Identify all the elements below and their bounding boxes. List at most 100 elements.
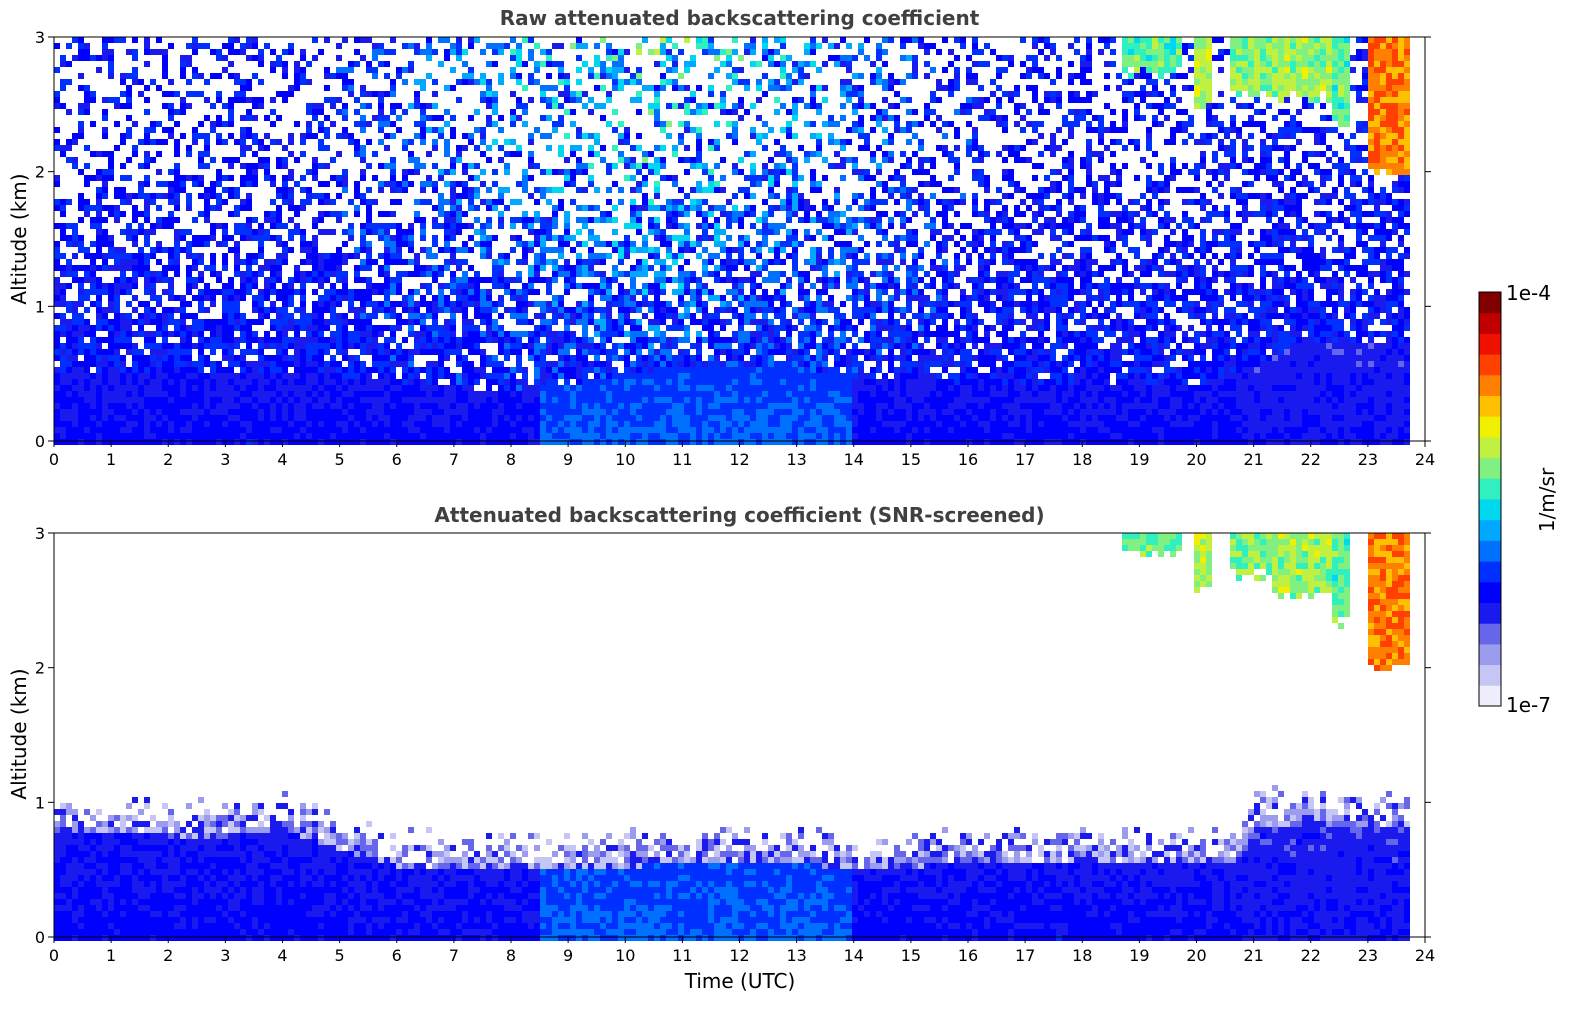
heatmap-cell xyxy=(66,199,72,205)
heatmap-cell xyxy=(714,271,720,277)
heatmap-cell xyxy=(564,79,570,85)
heatmap-cell xyxy=(294,205,300,211)
heatmap-cell xyxy=(678,349,684,355)
heatmap-cell xyxy=(696,235,702,241)
heatmap-cell xyxy=(450,331,456,337)
heatmap-cell xyxy=(486,43,492,49)
heatmap-cell xyxy=(696,277,702,283)
heatmap-cell xyxy=(204,187,210,193)
heatmap-cell xyxy=(576,145,582,151)
heatmap-cell xyxy=(624,289,630,295)
heatmap-cell xyxy=(174,385,180,391)
heatmap-cell xyxy=(564,271,570,277)
heatmap-cell xyxy=(594,151,600,157)
heatmap-cell xyxy=(168,331,174,337)
heatmap-cell xyxy=(126,223,132,229)
heatmap-cell xyxy=(456,373,462,379)
heatmap-cell xyxy=(72,55,78,61)
heatmap-cell xyxy=(432,181,438,187)
heatmap-cell xyxy=(252,379,258,385)
heatmap-cell xyxy=(312,307,318,313)
heatmap-cell xyxy=(522,295,528,301)
heatmap-cell xyxy=(330,391,336,397)
heatmap-cell xyxy=(612,241,618,247)
heatmap-cell xyxy=(594,433,600,439)
heatmap-cell xyxy=(54,349,60,355)
heatmap-cell xyxy=(324,385,330,391)
heatmap-cell xyxy=(432,337,438,343)
heatmap-cell xyxy=(552,343,558,349)
heatmap-cell xyxy=(552,217,558,223)
heatmap-cell xyxy=(492,325,498,331)
heatmap-cell xyxy=(726,109,732,115)
heatmap-cell xyxy=(432,325,438,331)
heatmap-cell xyxy=(78,37,84,43)
heatmap-cell xyxy=(126,235,132,241)
heatmap-cell xyxy=(270,307,276,313)
heatmap-cell xyxy=(678,409,684,415)
heatmap-cell xyxy=(180,331,186,337)
heatmap-cell xyxy=(252,217,258,223)
heatmap-cell xyxy=(396,289,402,295)
heatmap-cell xyxy=(522,187,528,193)
heatmap-cell xyxy=(546,307,552,313)
heatmap-cell xyxy=(516,409,522,415)
heatmap-cell xyxy=(612,295,618,301)
heatmap-cell xyxy=(522,427,528,433)
heatmap-cell xyxy=(60,85,66,91)
heatmap-cell xyxy=(402,361,408,367)
heatmap-cell xyxy=(522,109,528,115)
heatmap-cell xyxy=(378,415,384,421)
heatmap-cell xyxy=(456,361,462,367)
heatmap-cell xyxy=(240,229,246,235)
heatmap-cell xyxy=(498,409,504,415)
heatmap-cell xyxy=(438,283,444,289)
heatmap-cell xyxy=(726,223,732,229)
heatmap-cell xyxy=(600,319,606,325)
heatmap-cell xyxy=(660,409,666,415)
heatmap-cell xyxy=(426,349,432,355)
heatmap-cell xyxy=(486,289,492,295)
heatmap-cell xyxy=(564,289,570,295)
heatmap-cell xyxy=(204,319,210,325)
heatmap-cell xyxy=(528,79,534,85)
heatmap-cell xyxy=(144,199,150,205)
heatmap-cell xyxy=(402,307,408,313)
heatmap-cell xyxy=(606,409,612,415)
heatmap-cell xyxy=(270,397,276,403)
heatmap-cell xyxy=(468,361,474,367)
heatmap-cell xyxy=(420,235,426,241)
heatmap-cell xyxy=(96,403,102,409)
heatmap-cell xyxy=(612,229,618,235)
heatmap-cell xyxy=(234,439,240,445)
heatmap-cell xyxy=(108,151,114,157)
heatmap-cell xyxy=(366,385,372,391)
heatmap-cell xyxy=(486,97,492,103)
heatmap-cell xyxy=(288,319,294,325)
heatmap-cell xyxy=(354,319,360,325)
heatmap-cell xyxy=(150,409,156,415)
heatmap-cell xyxy=(318,397,324,403)
heatmap-cell xyxy=(474,349,480,355)
heatmap-cell xyxy=(216,223,222,229)
heatmap-cell xyxy=(756,397,762,403)
heatmap-cell xyxy=(612,355,618,361)
heatmap-cell xyxy=(498,313,504,319)
heatmap-cell xyxy=(330,157,336,163)
heatmap-cell xyxy=(342,325,348,331)
heatmap-cell xyxy=(606,55,612,61)
heatmap-cell xyxy=(198,397,204,403)
heatmap-cell xyxy=(258,265,264,271)
heatmap-cell xyxy=(264,331,270,337)
heatmap-cell xyxy=(72,355,78,361)
heatmap-cell xyxy=(66,421,72,427)
heatmap-cell xyxy=(60,265,66,271)
heatmap-cell xyxy=(702,259,708,265)
heatmap-cell xyxy=(156,397,162,403)
heatmap-cell xyxy=(750,133,756,139)
heatmap-cell xyxy=(690,379,696,385)
heatmap-cell xyxy=(114,331,120,337)
heatmap-cell xyxy=(474,193,480,199)
heatmap-cell xyxy=(516,49,522,55)
heatmap-cell xyxy=(534,421,540,427)
